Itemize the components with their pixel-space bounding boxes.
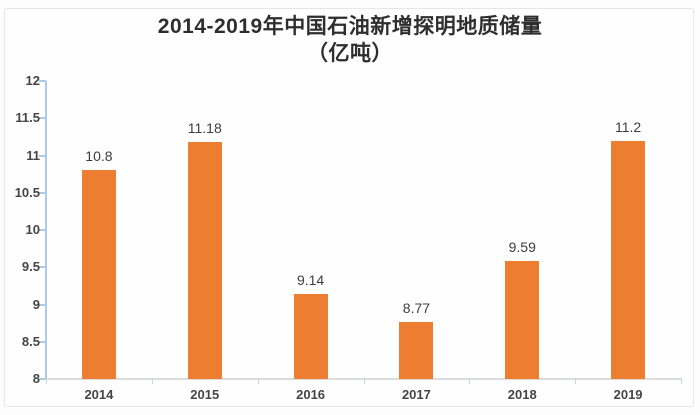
y-axis-tick [39,191,46,194]
x-axis-tick [681,379,682,384]
y-tick-label: 9 [32,296,40,312]
chart-title-line2: （亿吨） [307,42,393,65]
chart-card [4,8,694,407]
y-tick-label: 9.5 [21,259,40,275]
x-axis-tick [257,379,259,384]
y-tick-label: 12 [25,73,40,88]
y-axis-tick [39,266,46,269]
y-axis-tick [39,340,46,343]
y-tick-label: 8.5 [21,333,40,349]
bar-value-label: 11.2 [614,118,642,135]
y-tick-label: 10.5 [14,184,40,200]
bar [293,294,328,379]
y-tick-label: 11 [26,147,40,163]
x-tick-label: 2015 [190,387,220,402]
y-tick-label: 10 [25,222,40,237]
y-axis-tick [39,229,46,231]
y-axis-tick [39,80,46,82]
bar-value-label: 9.14 [296,272,325,289]
bar [505,260,540,379]
x-tick-label: 2014 [84,387,114,402]
x-tick-label: 2017 [401,387,431,402]
chart-title-line1: 2014-2019年中国石油新增探明地质储量 [157,15,543,38]
x-tick-label: 2019 [613,387,643,402]
x-tick-label: 2016 [296,387,326,402]
x-tick-label: 2018 [507,387,537,402]
y-axis-tick [39,154,46,157]
bar [399,321,434,379]
y-tick-label: 11.5 [15,110,40,126]
y-axis [45,81,47,379]
x-axis-tick [363,379,365,384]
bar [187,142,222,379]
bar-value-label: 9.59 [508,238,536,255]
x-axis-tick [46,379,47,384]
bar [611,140,646,379]
x-axis-tick [469,379,471,384]
bar-value-label: 8.77 [402,299,431,316]
y-axis-tick [39,117,46,120]
x-axis-tick [575,379,577,384]
y-axis-tick [39,303,46,306]
chart-title: 2014-2019年中国石油新增探明地质储量 （亿吨） [0,13,700,67]
y-tick-label: 8 [32,371,40,386]
y-axis-tick [39,378,46,380]
bar [81,170,116,379]
bar-value-label: 11.18 [187,120,222,137]
bar-value-label: 10.8 [85,148,113,165]
x-axis-tick [151,379,153,384]
